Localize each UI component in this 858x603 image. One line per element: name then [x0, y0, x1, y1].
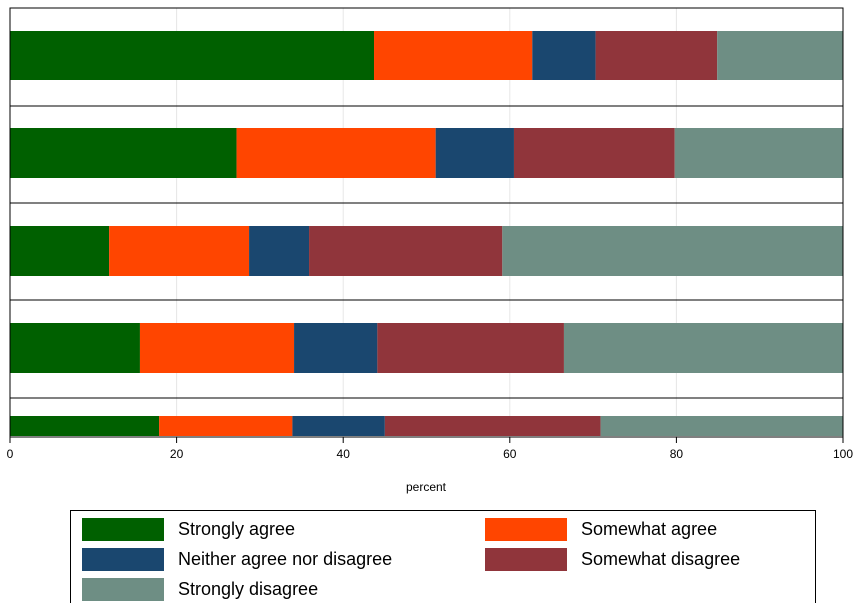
bar-segment — [236, 128, 436, 178]
legend-label: Somewhat disagree — [581, 548, 741, 569]
legend: Strongly agree Somewhat agree Neither agre… — [70, 510, 816, 603]
bar-segment — [532, 31, 596, 80]
bar-segment — [502, 226, 843, 276]
legend-swatch — [82, 517, 164, 541]
legend-item: Somewhat agree — [485, 516, 717, 542]
bar-segment — [374, 31, 533, 80]
bar-segment — [435, 128, 514, 178]
x-tick-label: 80 — [670, 447, 684, 461]
x-tick-label: 20 — [170, 447, 184, 461]
legend-item: Strongly disagree — [82, 576, 318, 602]
bar-segment — [10, 323, 140, 373]
bar-segment — [595, 31, 718, 80]
legend-swatch — [485, 547, 567, 571]
bar-segment — [309, 226, 503, 276]
bar-segment — [139, 323, 295, 373]
legend-swatch — [82, 577, 164, 601]
x-axis: 0 20 40 60 80 100 — [7, 437, 853, 461]
legend-label: Neither agree nor disagree — [178, 548, 393, 569]
bar-segment — [249, 226, 310, 276]
bar-segment — [109, 226, 250, 276]
bar-segment — [717, 31, 843, 80]
legend-swatch — [485, 517, 567, 541]
panel-frame — [9, 397, 844, 438]
plot-frame — [9, 7, 844, 438]
legend-item: Neither agree nor disagree — [82, 546, 392, 572]
bar-segment — [159, 416, 293, 436]
bar-segment — [10, 416, 160, 436]
bar-segment — [563, 323, 843, 373]
x-tick-label: 100 — [833, 447, 853, 461]
bar-segment — [292, 416, 385, 436]
x-tick-label: 40 — [337, 447, 351, 461]
x-tick-label: 0 — [7, 447, 14, 461]
bar-segment — [600, 416, 843, 436]
bars — [10, 31, 843, 436]
bar-segment — [377, 323, 564, 373]
legend-label: Strongly agree — [178, 518, 296, 539]
legend-label: Strongly disagree — [178, 578, 319, 599]
bar-segment — [294, 323, 378, 373]
legend-swatch — [82, 547, 164, 571]
bar-segment — [674, 128, 843, 178]
bar-segment — [10, 128, 237, 178]
legend-item: Strongly agree — [82, 516, 295, 542]
bar-segment — [384, 416, 601, 436]
legend-item: Somewhat disagree — [485, 546, 740, 572]
x-tick-label: 60 — [503, 447, 517, 461]
legend-label: Somewhat agree — [581, 518, 718, 539]
bar-segment — [10, 226, 110, 276]
stacked-bar-chart: 0 20 40 60 80 100 percent — [7, 7, 853, 494]
x-axis-title: percent — [406, 480, 447, 494]
bar-segment — [513, 128, 675, 178]
bar-segment — [10, 31, 375, 80]
